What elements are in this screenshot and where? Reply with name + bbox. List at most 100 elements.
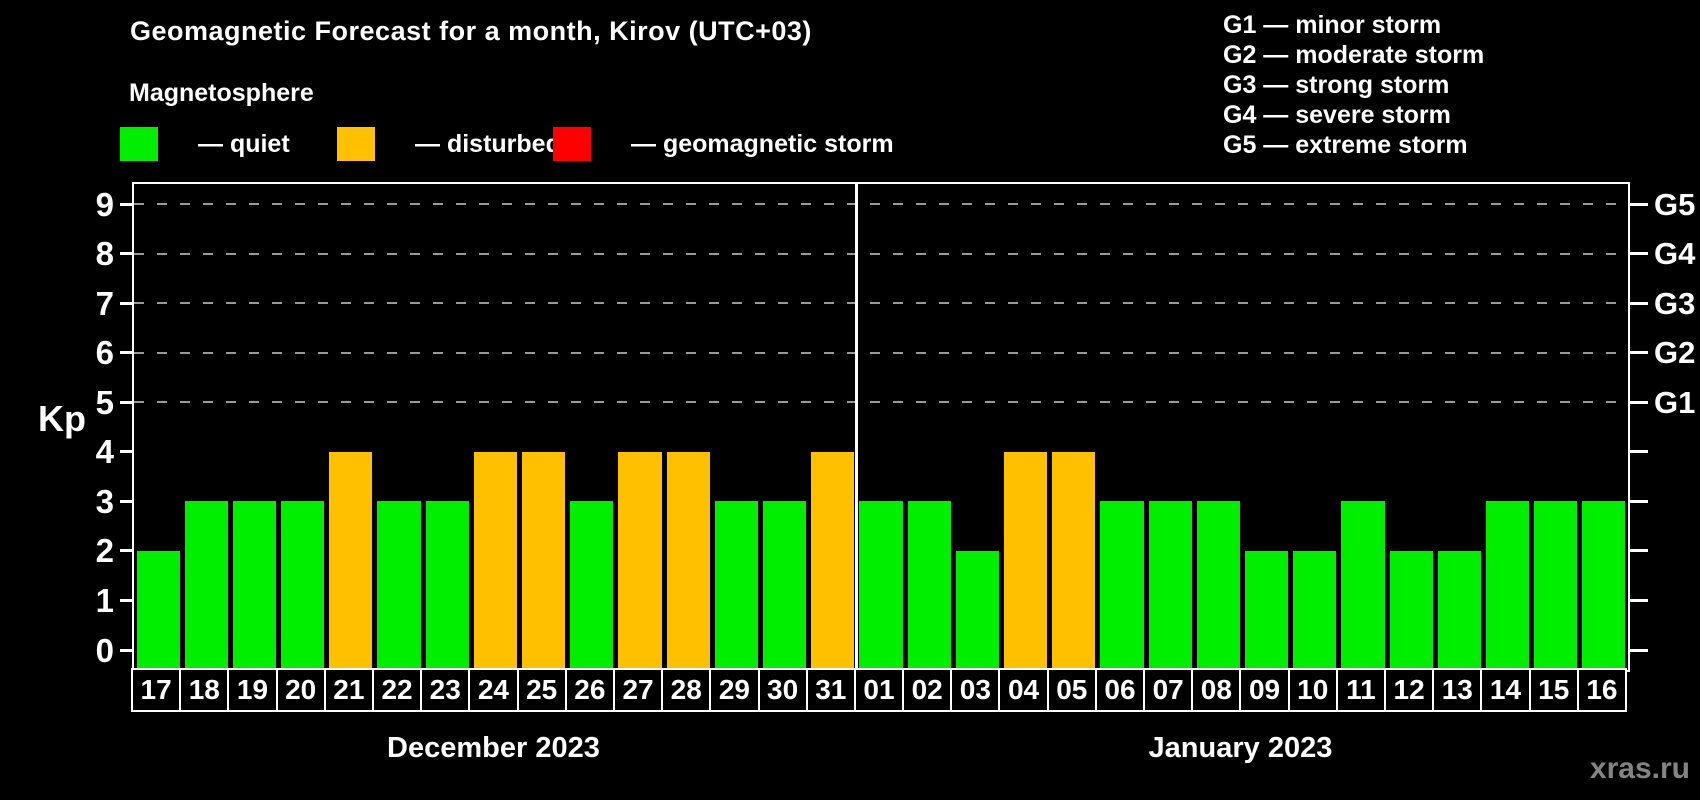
day-label-jan-15: 15 — [1528, 668, 1579, 712]
bar-jan-03 — [955, 550, 999, 670]
left-tick-kp-1 — [120, 598, 132, 602]
y-axis-label-1: 1 — [95, 581, 114, 619]
bar-dec-18 — [184, 501, 228, 670]
y-axis-label-0: 0 — [95, 631, 114, 669]
day-label-jan-16: 16 — [1576, 668, 1627, 712]
left-tick-kp-5 — [120, 400, 132, 404]
gridline-kp-8 — [134, 252, 1628, 255]
day-label-dec-23: 23 — [420, 668, 471, 712]
bar-jan-11 — [1341, 501, 1385, 670]
x-axis-day-labels: 17 18 19 20 21 22 23 24 25 26 27 28 29 30 31 01 02 03 04 05… — [131, 668, 1627, 712]
day-label-dec-24: 24 — [468, 668, 519, 712]
day-label-jan-07: 07 — [1143, 668, 1194, 712]
day-label-dec-31: 31 — [805, 668, 856, 712]
left-tick-kp-0 — [120, 648, 132, 652]
legend-label-quiet: — quiet — [198, 129, 290, 158]
bar-dec-24 — [473, 451, 518, 670]
day-label-jan-02: 02 — [902, 668, 953, 712]
g-legend-line-g4: G4 — severe storm — [1223, 101, 1451, 129]
watermark-xras: xras.ru — [1589, 752, 1690, 785]
right-tick-kp-2 — [1630, 549, 1648, 553]
day-label-dec-18: 18 — [179, 668, 230, 712]
bar-dec-17 — [136, 550, 180, 670]
day-label-jan-09: 09 — [1239, 668, 1290, 712]
right-axis-label-g1: G1 — [1654, 384, 1696, 420]
g-legend-line-g3: G3 — strong storm — [1223, 71, 1450, 99]
bar-dec-20 — [281, 501, 325, 670]
left-tick-kp-6 — [120, 351, 132, 355]
right-axis-label-g5: G5 — [1654, 186, 1696, 222]
day-label-dec-22: 22 — [371, 668, 423, 712]
y-axis-label-9: 9 — [95, 185, 114, 223]
right-tick-kp-3 — [1630, 499, 1648, 503]
y-axis-label-6: 6 — [95, 334, 114, 372]
left-tick-kp-7 — [120, 301, 132, 305]
y-axis-label-7: 7 — [95, 284, 114, 322]
magnetosphere-legend-heading: Magnetosphere — [129, 79, 314, 107]
storm-color-swatch — [553, 127, 591, 161]
bar-jan-13 — [1437, 550, 1481, 670]
day-label-dec-30: 30 — [757, 668, 808, 712]
day-label-dec-25: 25 — [516, 668, 567, 712]
bar-jan-04 — [1003, 451, 1048, 670]
day-label-dec-29: 29 — [709, 668, 760, 712]
day-label-dec-28: 28 — [661, 668, 712, 712]
bar-dec-31 — [811, 451, 855, 670]
right-axis-label-g2: G2 — [1654, 335, 1696, 371]
day-label-jan-08: 08 — [1191, 668, 1242, 712]
g-scale-legend: G1 — minor storm G2 — moderate storm G3 … — [1223, 10, 1484, 160]
day-label-jan-04: 04 — [998, 668, 1049, 712]
day-label-jan-10: 10 — [1287, 668, 1338, 712]
bar-dec-23 — [425, 501, 469, 670]
right-axis-label-g3: G3 — [1654, 285, 1696, 321]
bar-jan-02 — [907, 501, 951, 670]
right-tick-kp-7 — [1630, 301, 1648, 305]
gridline-kp-5 — [134, 401, 1628, 404]
left-tick-kp-9 — [120, 202, 132, 206]
bar-jan-09 — [1244, 550, 1289, 670]
legend-label-disturbed: — disturbed — [415, 129, 561, 158]
bar-jan-07 — [1148, 501, 1192, 670]
day-label-dec-17: 17 — [131, 668, 182, 712]
left-tick-kp-3 — [120, 499, 132, 503]
day-label-jan-06: 06 — [1094, 668, 1146, 712]
bar-jan-05 — [1052, 451, 1096, 670]
day-label-dec-27: 27 — [612, 668, 664, 712]
day-label-dec-19: 19 — [227, 668, 278, 712]
bar-jan-10 — [1293, 550, 1337, 670]
day-label-jan-11: 11 — [1335, 668, 1387, 712]
y-axis-label-8: 8 — [95, 235, 114, 273]
g-legend-line-g1: G1 — minor storm — [1223, 11, 1442, 39]
legend-label-geomagnetic-storm: — geomagnetic storm — [631, 129, 894, 158]
bar-jan-14 — [1485, 501, 1530, 670]
day-label-jan-05: 05 — [1046, 668, 1097, 712]
left-tick-kp-8 — [120, 252, 132, 256]
bar-jan-15 — [1534, 501, 1578, 670]
bar-dec-19 — [232, 501, 277, 670]
right-tick-kp-0 — [1630, 648, 1648, 652]
bar-dec-30 — [763, 501, 807, 670]
y-axis-label-2: 2 — [95, 532, 114, 570]
bar-jan-08 — [1196, 501, 1240, 670]
right-tick-kp-5 — [1630, 400, 1648, 404]
legend-item-disturbed: — disturbed — [337, 126, 561, 162]
y-axis-label-4: 4 — [95, 433, 114, 471]
day-label-jan-14: 14 — [1480, 668, 1531, 712]
right-tick-kp-6 — [1630, 351, 1648, 355]
month-label-december: December 2023 — [387, 732, 600, 764]
y-axis-label-5: 5 — [95, 383, 114, 421]
day-label-dec-21: 21 — [323, 668, 374, 712]
right-tick-kp-1 — [1630, 598, 1648, 602]
bar-dec-29 — [714, 501, 758, 670]
month-label-january: January 2023 — [1148, 732, 1333, 764]
bar-dec-27 — [618, 451, 662, 670]
g-legend-line-g5: G5 — extreme storm — [1223, 131, 1468, 159]
right-tick-kp-8 — [1630, 252, 1648, 256]
disturbed-color-swatch — [337, 127, 375, 161]
day-label-jan-13: 13 — [1432, 668, 1483, 712]
left-tick-kp-2 — [120, 549, 132, 553]
month-separator-line — [855, 184, 859, 670]
bar-jan-06 — [1100, 501, 1144, 670]
right-tick-kp-4 — [1630, 450, 1648, 454]
